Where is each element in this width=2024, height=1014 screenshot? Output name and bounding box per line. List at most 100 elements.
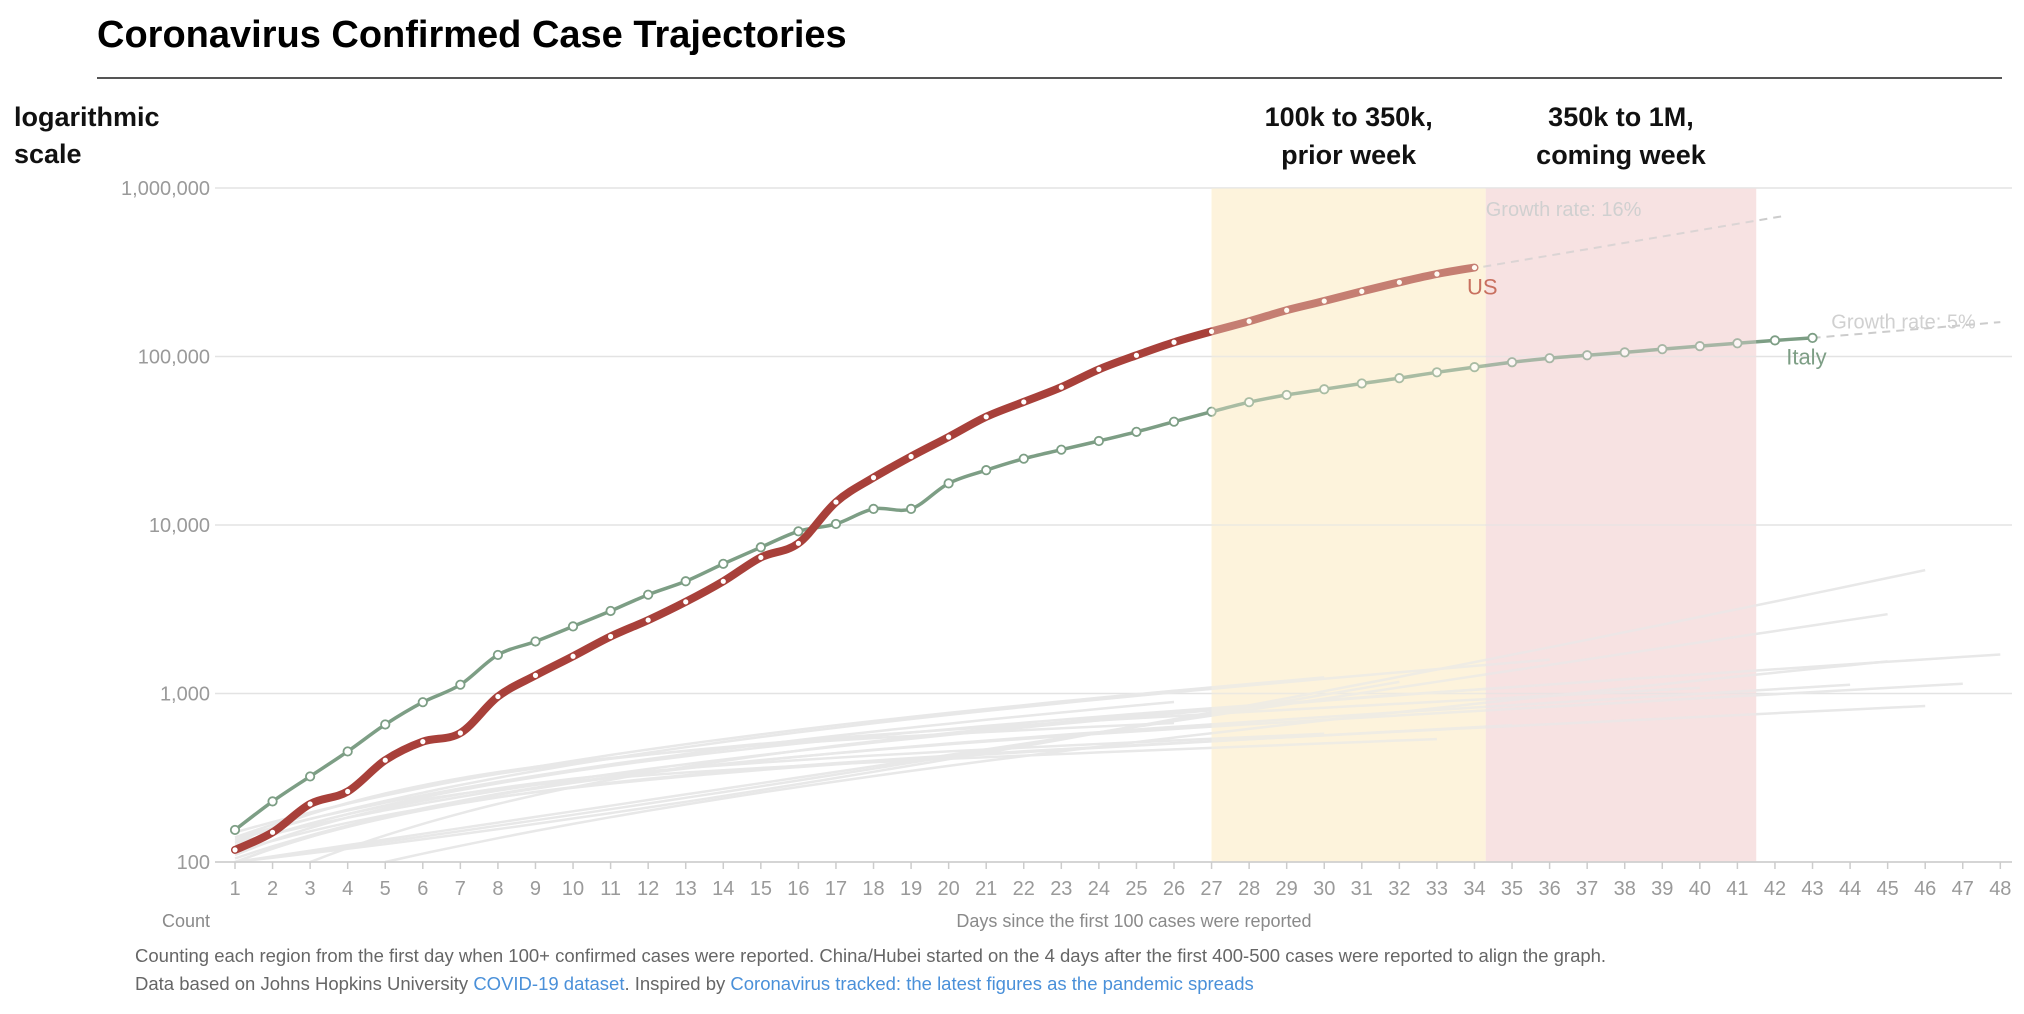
x-tick-label-14: 14	[712, 878, 734, 900]
point-italy-day-33	[1431, 367, 1443, 378]
point-italy-day-38	[1619, 347, 1630, 358]
point-italy-day-13	[680, 576, 691, 587]
point-italy-day-26	[1168, 416, 1180, 427]
x-tick-label-23: 23	[1050, 878, 1072, 900]
point-italy-day-9	[530, 636, 541, 647]
point-us-day-18	[870, 475, 877, 481]
x-tick-label-17: 17	[825, 878, 847, 900]
point-italy-day-32	[1394, 373, 1405, 384]
scale-label-line1: logarithmic	[14, 102, 160, 132]
x-tick-label-12: 12	[637, 878, 659, 900]
x-tick-label-36: 36	[1538, 878, 1560, 900]
x-tick-label-32: 32	[1388, 878, 1410, 900]
x-tick-label-39: 39	[1651, 878, 1673, 900]
point-italy-day-34	[1469, 362, 1480, 373]
trend-line-italy	[1812, 321, 2001, 339]
point-us-day-21	[983, 414, 989, 420]
y-axis-ticks: 100 1,000 10,000 100,000 1,000,000	[121, 178, 210, 874]
band-overlay-0	[1211, 188, 1486, 862]
point-us-day-30	[1321, 298, 1327, 304]
point-italy-day-19	[905, 503, 917, 514]
point-italy-day-14	[718, 558, 729, 569]
point-italy-day-4	[342, 746, 353, 757]
band-1-label-line2: coming week	[1536, 140, 1707, 170]
point-italy-day-37	[1582, 350, 1593, 361]
coronavirus-tracked-link[interactable]: Coronavirus tracked: the latest figures …	[730, 973, 1253, 994]
point-us-day-17	[833, 499, 839, 505]
x-tick-label-1: 1	[229, 878, 240, 900]
point-us-day-25	[1133, 352, 1140, 358]
point-us-day-28	[1246, 318, 1252, 324]
covid-dataset-link[interactable]: COVID-19 dataset	[473, 973, 624, 994]
x-axis: 1 2 3 4 5 6 7 8 9 10 11 12 13 14 15 16 17 18 19 20 21 22 23 24 2…	[215, 861, 2012, 900]
point-us-day-5	[382, 757, 388, 763]
point-us-day-29	[1284, 307, 1290, 313]
point-italy-day-11	[605, 605, 616, 617]
point-italy-day-42	[1769, 335, 1781, 346]
x-tick-label-38: 38	[1614, 878, 1636, 900]
background-line-10	[309, 653, 2001, 864]
x-tick-label-18: 18	[862, 878, 884, 900]
point-us-day-3	[307, 801, 313, 807]
background-trajectories	[234, 568, 2001, 864]
point-italy-day-23	[1056, 444, 1067, 455]
x-tick-label-11: 11	[600, 878, 621, 900]
point-italy-day-16	[793, 526, 804, 537]
footnote-line2: Data based on Johns Hopkins University C…	[135, 973, 1254, 994]
point-italy-day-28	[1244, 397, 1255, 408]
grid-lines	[215, 187, 2012, 863]
y-tick-label-100000: 100,000	[138, 347, 210, 369]
background-line-12	[234, 700, 1175, 839]
x-tick-label-22: 22	[1013, 878, 1035, 900]
point-italy-day-31	[1356, 378, 1367, 389]
x-axis-label: Days since the first 100 cases were repo…	[956, 911, 1311, 931]
point-italy-day-8	[492, 649, 504, 661]
point-us-day-12	[645, 617, 651, 623]
x-tick-label-8: 8	[492, 878, 503, 900]
point-italy-day-5	[380, 719, 391, 730]
point-italy-day-17	[830, 518, 842, 530]
band-0-label-line1: 100k to 350k,	[1265, 102, 1433, 132]
point-us-day-6	[420, 739, 426, 745]
point-us-day-20	[946, 434, 952, 440]
x-tick-label-5: 5	[380, 878, 391, 900]
point-us-day-23	[1058, 384, 1064, 390]
point-us-day-13	[683, 599, 689, 605]
point-us-day-14	[720, 578, 726, 584]
x-tick-label-40: 40	[1689, 878, 1711, 900]
x-tick-label-46: 46	[1914, 878, 1936, 900]
x-tick-label-21: 21	[975, 878, 997, 900]
y-tick-label-1000000: 1,000,000	[121, 178, 210, 200]
point-us-day-19	[908, 453, 914, 460]
point-us-day-26	[1171, 339, 1177, 345]
point-italy-day-7	[455, 679, 466, 690]
point-us-day-1	[232, 847, 238, 853]
series-line-us	[231, 263, 1479, 854]
point-us-day-7	[457, 730, 463, 736]
series-label-us: US	[1467, 275, 1498, 300]
point-italy-day-29	[1281, 389, 1292, 401]
point-italy-day-22	[1018, 453, 1029, 464]
point-italy-day-10	[567, 621, 579, 632]
point-us-day-33	[1434, 271, 1440, 277]
point-italy-day-15	[755, 542, 766, 553]
point-us-day-2	[269, 829, 276, 835]
trend-lines	[1455, 215, 2001, 339]
point-italy-day-12	[643, 589, 654, 600]
x-tick-label-13: 13	[675, 878, 697, 900]
x-tick-label-3: 3	[305, 878, 316, 900]
point-italy-day-25	[1131, 426, 1142, 437]
series-lines	[229, 188, 1818, 862]
x-tick-label-43: 43	[1801, 878, 1823, 900]
band-1-label-line1: 350k to 1M,	[1548, 102, 1694, 132]
point-us-day-32	[1396, 279, 1402, 285]
x-tick-label-4: 4	[342, 878, 353, 900]
x-tick-label-9: 9	[530, 878, 541, 900]
x-tick-label-47: 47	[1952, 878, 1974, 900]
x-tick-label-48: 48	[1989, 878, 2011, 900]
x-tick-label-28: 28	[1238, 878, 1260, 900]
point-italy-day-30	[1319, 384, 1330, 395]
footnote-line2-mid: . Inspired by	[624, 973, 730, 994]
x-tick-label-6: 6	[417, 878, 428, 900]
